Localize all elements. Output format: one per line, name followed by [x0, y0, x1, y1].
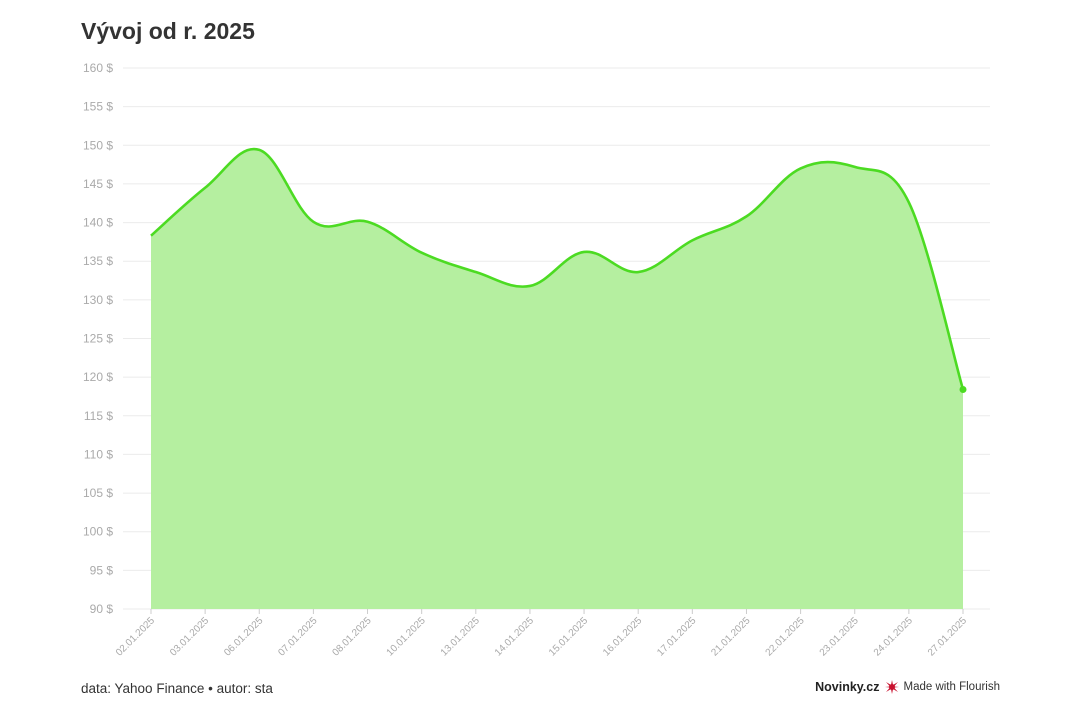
y-tick-label: 105 $ — [83, 486, 113, 500]
y-tick-label: 135 $ — [83, 254, 113, 268]
x-axis-ticks: 02.01.2025 03.01.2025 06.01.2025 07.01.2025… — [114, 609, 969, 659]
flourish-icon — [885, 680, 900, 694]
x-tick-label: 22.01.2025 — [764, 615, 807, 658]
y-axis-ticks: 90 $ 95 $ 100 $ 105 $ 110 $ 115 $ 120 $ 125 $ 13… — [83, 61, 113, 616]
y-tick-label: 155 $ — [83, 100, 113, 114]
y-tick-label: 125 $ — [83, 332, 113, 346]
x-tick-label: 13.01.2025 — [439, 615, 482, 658]
x-tick-label: 21.01.2025 — [709, 615, 752, 658]
x-tick-label: 06.01.2025 — [222, 615, 265, 658]
x-tick-label: 03.01.2025 — [168, 615, 211, 658]
x-tick-label: 23.01.2025 — [818, 615, 861, 658]
x-tick-label: 17.01.2025 — [655, 615, 698, 658]
y-tick-label: 100 $ — [83, 525, 113, 539]
made-with-flourish-link[interactable]: Made with Flourish — [903, 681, 1000, 693]
y-tick-label: 145 $ — [83, 177, 113, 191]
x-tick-label: 08.01.2025 — [330, 615, 373, 658]
x-tick-label: 14.01.2025 — [493, 615, 536, 658]
series-area — [151, 149, 963, 610]
data-point[interactable] — [959, 386, 967, 394]
footer-branding: Novinky.cz Made with Flourish — [815, 680, 1000, 694]
y-tick-label: 95 $ — [90, 563, 114, 577]
y-tick-label: 150 $ — [83, 138, 113, 152]
y-tick-label: 115 $ — [84, 409, 113, 423]
source-note: data: Yahoo Finance • autor: sta — [81, 681, 273, 696]
y-tick-label: 90 $ — [90, 602, 114, 616]
x-tick-label: 16.01.2025 — [601, 615, 644, 658]
brand-name[interactable]: Novinky.cz — [815, 680, 880, 694]
x-tick-label: 02.01.2025 — [114, 615, 157, 658]
series-points — [959, 386, 967, 394]
chart-title: Vývoj od r. 2025 — [81, 18, 255, 44]
y-tick-label: 110 $ — [84, 447, 113, 461]
y-tick-label: 120 $ — [83, 370, 113, 384]
x-tick-label: 27.01.2025 — [926, 615, 969, 658]
x-tick-label: 07.01.2025 — [276, 615, 319, 658]
y-tick-label: 140 $ — [83, 216, 113, 230]
x-tick-label: 15.01.2025 — [547, 615, 590, 658]
series-line — [150, 147, 965, 390]
x-tick-label: 24.01.2025 — [872, 615, 915, 658]
y-tick-label: 160 $ — [83, 61, 113, 75]
x-tick-label: 10.01.2025 — [385, 615, 428, 658]
y-tick-label: 130 $ — [83, 293, 113, 307]
